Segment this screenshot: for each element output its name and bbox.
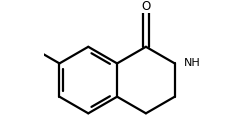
Text: O: O	[141, 0, 150, 13]
Text: NH: NH	[183, 58, 200, 68]
